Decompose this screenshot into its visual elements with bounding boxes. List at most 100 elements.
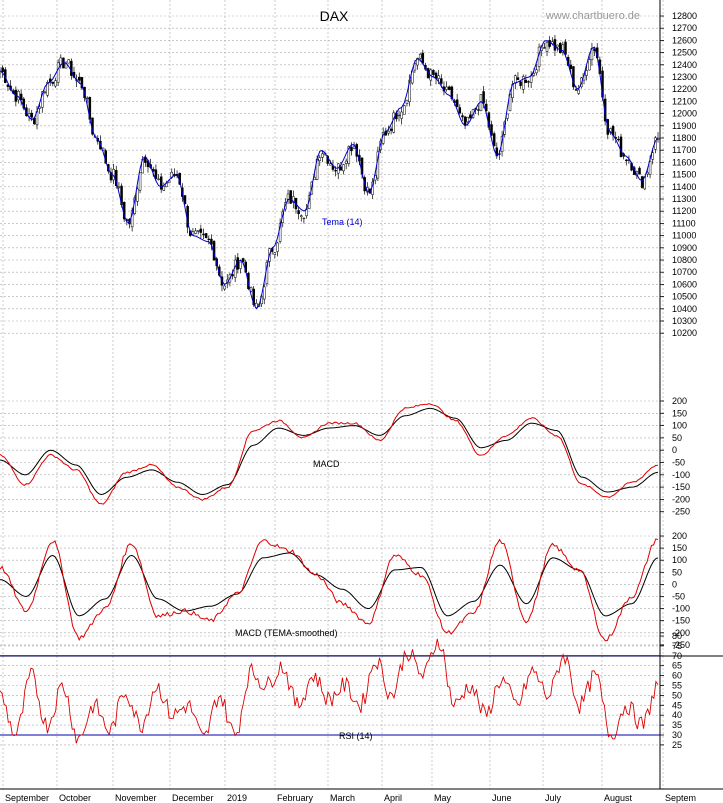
tick-label: 30 bbox=[672, 730, 682, 740]
candle-body bbox=[342, 164, 345, 172]
candle-body bbox=[519, 81, 522, 86]
candle-body bbox=[387, 131, 390, 134]
month-label: March bbox=[330, 793, 355, 803]
candle-body bbox=[619, 136, 623, 157]
candle-body bbox=[194, 230, 197, 234]
tick-label: 12500 bbox=[672, 48, 697, 58]
month-label: December bbox=[172, 793, 214, 803]
candle-body bbox=[210, 238, 213, 245]
candle-body bbox=[255, 302, 258, 308]
candle-body bbox=[273, 252, 277, 255]
plots bbox=[0, 34, 660, 744]
candle-body bbox=[569, 64, 573, 69]
macd-line bbox=[0, 403, 658, 505]
month-label: May bbox=[434, 793, 452, 803]
rsi-panel-label: RSI (14) bbox=[339, 731, 373, 741]
candle-body bbox=[347, 146, 351, 164]
macd-panel-label: MACD bbox=[313, 459, 340, 469]
candle-body bbox=[159, 176, 163, 190]
tick-label: 10900 bbox=[672, 243, 697, 253]
candle-body bbox=[490, 124, 493, 136]
candle-body bbox=[115, 170, 118, 187]
tick-label: 12400 bbox=[672, 60, 697, 70]
candle-body bbox=[204, 233, 208, 238]
tick-label: 55 bbox=[672, 681, 682, 691]
tick-label: -200 bbox=[672, 628, 690, 638]
candle-body bbox=[344, 160, 348, 164]
macd-tema-signal-line bbox=[0, 552, 659, 617]
candle-body bbox=[397, 114, 401, 117]
tick-label: 25 bbox=[672, 740, 682, 750]
candle-body bbox=[625, 159, 628, 162]
month-label: Septem bbox=[665, 793, 696, 803]
candle-body bbox=[403, 105, 406, 115]
tick-label: 100 bbox=[672, 555, 687, 565]
tick-label: -200 bbox=[672, 494, 690, 504]
candle-body bbox=[17, 91, 20, 101]
tick-label: 12600 bbox=[672, 35, 697, 45]
candle-body bbox=[263, 286, 266, 300]
candle-body bbox=[339, 166, 343, 171]
candle-body bbox=[1, 67, 4, 73]
tema-line bbox=[0, 40, 659, 310]
candle-body bbox=[196, 230, 200, 232]
candle-body bbox=[535, 69, 538, 74]
candle-body bbox=[477, 109, 480, 111]
tick-label: 11400 bbox=[672, 182, 696, 192]
candle-body bbox=[543, 47, 546, 49]
tick-label: 50 bbox=[672, 690, 682, 700]
tick-label: -150 bbox=[672, 482, 690, 492]
candle-body bbox=[109, 172, 113, 181]
candle-body bbox=[458, 107, 462, 114]
candle-body bbox=[300, 215, 303, 217]
month-label: August bbox=[604, 793, 633, 803]
tick-label: 150 bbox=[672, 408, 687, 418]
chart-title: DAX bbox=[320, 8, 349, 24]
candle-body bbox=[289, 190, 292, 204]
candle-body bbox=[466, 116, 469, 123]
candle-body bbox=[56, 62, 60, 83]
tick-label: 11800 bbox=[672, 133, 696, 143]
candle-body bbox=[432, 70, 435, 75]
candle-body bbox=[450, 86, 454, 99]
macd-tema-panel-label: MACD (TEMA-smoothed) bbox=[235, 628, 338, 638]
candle-body bbox=[321, 153, 324, 158]
candle-body bbox=[447, 86, 451, 90]
candle-body bbox=[445, 86, 448, 90]
tick-label: 12300 bbox=[672, 72, 697, 82]
tick-label: 12700 bbox=[672, 23, 697, 33]
candle-body bbox=[492, 133, 496, 147]
tick-label: 35 bbox=[672, 720, 682, 730]
month-label: June bbox=[492, 793, 512, 803]
candle-body bbox=[297, 210, 300, 215]
tick-label: 11700 bbox=[672, 145, 696, 155]
tick-label: 10600 bbox=[672, 279, 697, 289]
candle-body bbox=[469, 114, 472, 119]
tick-label: 12200 bbox=[672, 84, 697, 94]
candle-body bbox=[556, 44, 559, 48]
candle-body bbox=[413, 63, 417, 71]
candle-body bbox=[350, 146, 353, 152]
tick-label: 11100 bbox=[672, 218, 696, 228]
candle-body bbox=[484, 103, 488, 112]
y-axis-ticks: 10200 10300 10400 10500 10600 10700 10800 10900… bbox=[660, 11, 697, 750]
tick-label: 50 bbox=[672, 433, 682, 443]
candle-body bbox=[80, 77, 84, 89]
tick-label: 11000 bbox=[672, 231, 696, 241]
candle-body bbox=[167, 180, 171, 184]
tick-label: -50 bbox=[672, 592, 685, 602]
candle-body bbox=[548, 40, 551, 47]
candle-body bbox=[334, 169, 337, 172]
candle-body bbox=[85, 97, 89, 100]
candle-body bbox=[54, 80, 57, 87]
candle-body bbox=[202, 233, 205, 236]
tick-label: 12800 bbox=[672, 11, 697, 21]
tema-series-label: Tema (14) bbox=[322, 217, 363, 227]
candle-body bbox=[38, 106, 41, 109]
tick-label: 60 bbox=[672, 671, 682, 681]
candle-body bbox=[33, 117, 36, 125]
tick-label: 50 bbox=[672, 567, 682, 577]
candle-body bbox=[617, 138, 620, 141]
candle-body bbox=[136, 188, 139, 202]
